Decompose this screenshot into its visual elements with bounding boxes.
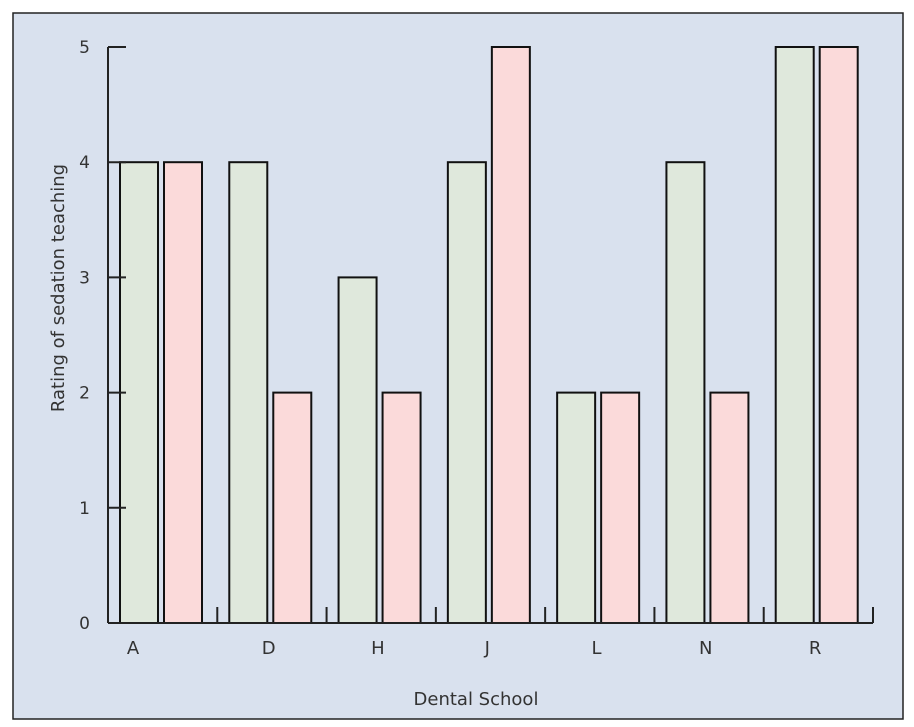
bar-series-2-H	[381, 391, 422, 624]
bar-series-1-R	[774, 46, 815, 624]
x-tick-label: H	[371, 638, 385, 659]
bar-series-2-A	[163, 161, 203, 624]
bar-series-1-N	[665, 161, 706, 624]
y-axis-title: Rating of sedation teaching	[48, 164, 69, 412]
bars-layer	[119, 46, 859, 624]
bar-series-2-J	[490, 46, 531, 624]
y-tick-label: 3	[79, 268, 90, 288]
bar-series-2-L	[600, 391, 641, 624]
bar-series-2-N	[709, 391, 750, 624]
x-tick-label: R	[809, 638, 822, 659]
x-tick-label: A	[127, 638, 140, 659]
y-tick-label: 1	[79, 499, 90, 519]
y-tick-label: 4	[79, 153, 90, 173]
bar-series-1-J	[446, 161, 487, 624]
bar-series-2-R	[818, 46, 859, 624]
x-tick-label: D	[262, 638, 276, 659]
bar-series-1-H	[337, 276, 378, 624]
bar-series-1-A	[119, 161, 159, 624]
x-tick-label: L	[591, 638, 601, 659]
axes-layer: 0 1 2 3 4 5 A D H J L N R	[79, 38, 874, 659]
bar-series-2-D	[272, 391, 313, 624]
bar-series-1-L	[556, 391, 597, 624]
x-axis-title: Dental School	[414, 689, 539, 710]
y-tick-label: 0	[79, 614, 90, 634]
x-tick-label: N	[699, 638, 712, 659]
bar-series-1-D	[228, 161, 269, 624]
y-tick-label: 5	[79, 38, 90, 58]
y-tick-label: 2	[79, 384, 90, 404]
x-tick-label: J	[484, 638, 490, 659]
